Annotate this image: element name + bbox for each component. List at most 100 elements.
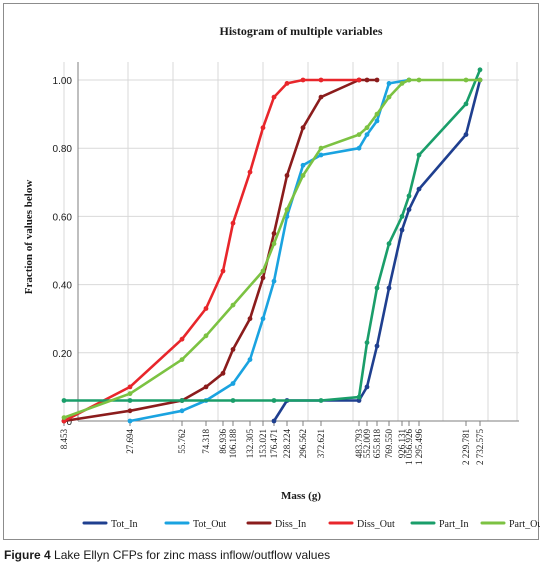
- x-tick-label: 228.224: [282, 429, 292, 459]
- x-tick-label: 2 229.781: [461, 429, 471, 465]
- x-tick-label: 86.936: [218, 429, 228, 454]
- data-point: [300, 162, 306, 168]
- data-point: [374, 77, 380, 83]
- y-axis-label: Fraction of values below: [23, 180, 35, 295]
- x-tick-label: 372.621: [316, 429, 326, 458]
- data-point: [477, 67, 483, 73]
- x-tick-label: 106.188: [228, 429, 238, 459]
- x-tick-label: 483.793: [354, 429, 364, 459]
- grid-layer: [63, 62, 519, 422]
- y-tick-label: 0.80: [53, 144, 73, 155]
- legend-label: Diss_Out: [357, 519, 395, 530]
- series-layer: [61, 67, 483, 424]
- data-point: [318, 152, 324, 158]
- data-point: [220, 370, 226, 376]
- x-tick-label: 769.550: [384, 429, 394, 459]
- x-tick-label: 926.131: [397, 429, 407, 458]
- data-point: [284, 173, 290, 178]
- x-tick-label: 655.818: [372, 429, 382, 459]
- series-line-part-in: [62, 68, 482, 402]
- data-point: [300, 125, 306, 131]
- data-point: [374, 343, 380, 349]
- data-point: [386, 285, 392, 291]
- x-tick-label: 8.453: [59, 429, 69, 450]
- data-point: [284, 81, 290, 86]
- data-point: [203, 306, 209, 311]
- data-point: [260, 275, 266, 281]
- y-tick-label: 0.60: [53, 212, 73, 223]
- data-point: [230, 381, 236, 386]
- x-tick-label: 74.318: [201, 429, 211, 454]
- data-point: [399, 214, 405, 219]
- data-point: [203, 384, 209, 390]
- legend-label: Part_In: [439, 519, 468, 530]
- data-point: [271, 241, 277, 247]
- data-point: [463, 77, 469, 83]
- data-point: [203, 333, 209, 339]
- x-tick-labels: 8.453 27.694 55.762 74.318 86.936 106.188 132.…: [59, 429, 485, 466]
- data-point: [247, 357, 253, 362]
- data-point: [463, 132, 469, 138]
- data-point: [399, 81, 405, 86]
- x-tick-label: 1 056.926: [404, 429, 414, 466]
- data-point: [284, 207, 290, 213]
- data-point: [230, 398, 236, 403]
- y-tick-label: 0.20: [53, 349, 73, 360]
- data-point: [406, 77, 412, 83]
- data-point: [247, 316, 253, 322]
- x-tick-label: 132.305: [245, 429, 255, 459]
- data-point: [179, 357, 185, 362]
- series-line-diss-in: [62, 78, 379, 423]
- x-tick-label: 153.021: [258, 429, 268, 458]
- data-point: [374, 285, 380, 291]
- data-point: [318, 398, 324, 403]
- data-point: [300, 77, 306, 83]
- chart-title: Histogram of multiple variables: [220, 24, 383, 38]
- data-point: [356, 145, 362, 151]
- data-point: [247, 169, 253, 175]
- x-tick-label: 296.562: [298, 429, 308, 458]
- data-point: [463, 101, 469, 107]
- series-line-diss-out: [62, 78, 361, 423]
- data-point: [364, 77, 370, 83]
- data-point: [399, 227, 405, 233]
- data-point: [386, 81, 392, 86]
- y-tick-labels: 0 0.20 0.40 0.60 0.80 1.00: [53, 76, 73, 428]
- data-point: [179, 408, 185, 414]
- data-point: [260, 268, 266, 274]
- data-point: [271, 231, 277, 236]
- data-point: [179, 336, 185, 342]
- data-point: [416, 186, 422, 192]
- data-point: [356, 398, 362, 403]
- figure-caption: Figure 4 Lake Ellyn CFPs for zinc mass i…: [4, 548, 330, 562]
- data-point: [220, 268, 226, 274]
- figure-caption-label: Figure 4: [4, 548, 51, 562]
- data-point: [127, 418, 133, 424]
- data-point: [61, 418, 67, 424]
- axes-layer: [63, 62, 519, 426]
- data-point: [364, 384, 370, 390]
- y-tick-label: 0.40: [53, 281, 73, 292]
- legend: Tot_In Tot_Out Diss_In Diss_Out Part_In Part_…: [82, 519, 540, 530]
- data-point: [230, 220, 236, 226]
- data-point: [271, 418, 277, 424]
- data-point: [61, 398, 67, 403]
- y-tick-label: 1.00: [53, 76, 73, 87]
- data-point: [386, 94, 392, 100]
- data-point: [386, 241, 392, 247]
- x-tick-label: 2 732.575: [475, 429, 485, 466]
- legend-label: Diss_In: [275, 519, 306, 530]
- data-point: [230, 302, 236, 308]
- data-point: [374, 118, 380, 124]
- data-point: [271, 94, 277, 100]
- legend-label: Tot_Out: [193, 519, 226, 530]
- data-point: [374, 111, 380, 117]
- data-point: [318, 77, 324, 83]
- data-point: [318, 94, 324, 100]
- data-point: [271, 278, 277, 284]
- x-tick-label: 552.009: [362, 429, 372, 459]
- data-point: [416, 152, 422, 158]
- series-line-tot-in: [272, 78, 482, 423]
- data-point: [356, 77, 362, 83]
- data-point: [416, 77, 422, 83]
